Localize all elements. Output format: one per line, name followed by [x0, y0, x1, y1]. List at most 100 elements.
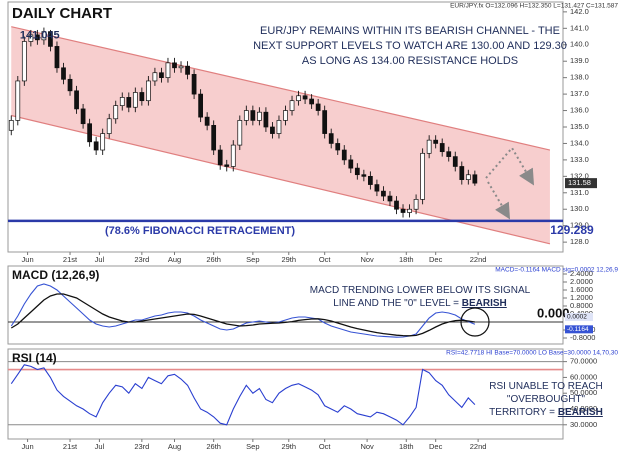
- annotation-part: BEARISH: [558, 407, 603, 418]
- candle-body: [309, 98, 314, 105]
- x-tick-label: 18th: [399, 442, 414, 451]
- candle-body: [433, 139, 439, 144]
- annotation-part: TERRITORY =: [489, 407, 558, 418]
- annotation: AS LONG AS 134.00 RESISTANCE HOLDS: [302, 55, 518, 67]
- candle-body: [465, 174, 471, 180]
- annotation-part: RSI UNABLE TO REACH: [489, 381, 603, 392]
- annotation: NEXT SUPPORT LEVELS TO WATCH ARE 130.00 …: [253, 40, 567, 52]
- value-badge-label: -0.1164: [567, 326, 589, 333]
- annotation-part: "OVERBOUGHT": [507, 394, 586, 405]
- y-tick-label: 2.0000: [570, 277, 593, 286]
- candle-body: [374, 184, 380, 192]
- candle-body: [361, 174, 367, 177]
- candle-body: [35, 34, 40, 41]
- candle-body: [446, 151, 452, 157]
- x-tick-label: Nov: [360, 442, 374, 451]
- candle-body: [322, 110, 328, 134]
- highlight-circle: [460, 307, 490, 337]
- candle-body: [302, 95, 308, 100]
- candle-body: [341, 149, 347, 161]
- annotation: TERRITORY = BEARISH: [489, 407, 603, 418]
- panel-content: [8, 361, 563, 426]
- candle-body: [21, 41, 27, 82]
- y-tick-label: 1.6000: [570, 285, 593, 294]
- candle-body: [178, 65, 184, 69]
- ohlc-info: EUR/JPY.fx O=132.096 H=132.350 L=131.427…: [450, 3, 618, 10]
- last-price-label: 131.58: [568, 178, 591, 187]
- candle-body: [146, 80, 151, 102]
- x-tick-label: Aug: [168, 255, 181, 264]
- y-tick-label: 142.0: [570, 7, 589, 16]
- y-tick-label: 130.0: [570, 204, 589, 213]
- x-tick-label: 23rd: [134, 255, 149, 264]
- candle-body: [394, 200, 399, 210]
- candle-body: [354, 167, 360, 176]
- candle-body: [243, 110, 249, 121]
- candle-body: [61, 67, 66, 80]
- y-tick-label: 138.0: [570, 73, 589, 82]
- candle-body: [335, 143, 341, 151]
- candle-body: [348, 159, 354, 169]
- x-tick-label: Dec: [429, 442, 443, 451]
- x-tick-label: Jul: [95, 255, 105, 264]
- y-tick-label: 50.0000: [570, 388, 597, 397]
- x-tick-label: Aug: [168, 442, 181, 451]
- candle-body: [126, 97, 132, 108]
- panel-content: [8, 283, 563, 338]
- panel-info: RSI=42.7718 HI Base=70.0000 LO Base=30.0…: [446, 350, 618, 357]
- projection-arrow: [487, 181, 511, 220]
- x-tick-label: 23rd: [134, 442, 149, 451]
- y-tick-label: 136.0: [570, 106, 589, 115]
- panel-info: MACD=-0.1164 MACD sig=0.0002 12,26,9: [495, 267, 618, 274]
- candle-body: [67, 78, 73, 92]
- plot-area: 142.0 141.0 140.0 139.0 138.0 137.0 136.0 135.0…: [7, 1, 618, 451]
- x-tick-label: Jul: [95, 442, 105, 451]
- candle-body: [257, 111, 262, 121]
- candle-body: [15, 80, 21, 121]
- last-price-badge: [565, 178, 597, 189]
- x-tick-label: Sep: [246, 442, 259, 451]
- candle-body: [296, 95, 301, 102]
- x-tick-label: 26th: [206, 255, 221, 264]
- channel: [11, 26, 550, 244]
- channel-upper: [11, 26, 551, 151]
- candle-body: [93, 141, 99, 151]
- y-tick-label: 139.0: [570, 56, 589, 65]
- candle-body: [191, 74, 197, 95]
- candle-body: [100, 133, 106, 151]
- y-tick-label: 131.0: [570, 188, 589, 197]
- panel-title: MACD (12,26,9): [12, 268, 99, 282]
- annotation: RSI UNABLE TO REACH: [489, 381, 603, 392]
- candle-body: [400, 208, 406, 213]
- value-badge: [565, 312, 593, 321]
- x-tick-label: 21st: [63, 442, 78, 451]
- candle-body: [230, 144, 236, 167]
- value-badge: [565, 325, 593, 334]
- x-tick-label: 18th: [399, 255, 414, 264]
- x-tick-label: Sep: [246, 255, 259, 264]
- candle-body: [139, 92, 145, 102]
- candle-body: [159, 72, 164, 79]
- zero-label: 0.000: [537, 305, 570, 320]
- candle-body: [8, 120, 14, 131]
- candle-body: [165, 62, 171, 79]
- y-tick-label: 128.0: [570, 237, 589, 246]
- candle-body: [217, 149, 223, 166]
- x-tick-label: 22nd: [470, 255, 487, 264]
- y-tick-label: 60.0000: [570, 372, 597, 381]
- y-tick-label: 129.0: [570, 221, 589, 230]
- x-tick-label: Oct: [319, 442, 332, 451]
- panel-content: [8, 26, 563, 245]
- y-tick-label: 133.0: [570, 155, 589, 164]
- candle-body: [80, 108, 86, 125]
- x-tick-label: 29th: [281, 442, 296, 451]
- x-tick-label: 21st: [63, 255, 78, 264]
- candle-body: [204, 116, 210, 126]
- candle-body: [407, 208, 412, 213]
- candle-body: [276, 120, 282, 134]
- annotation-part: MACD TRENDING LOWER BELOW ITS SIGNAL: [310, 285, 531, 296]
- candle-body: [152, 72, 158, 82]
- annotation: LINE AND THE "0" LEVEL = BEARISH: [333, 298, 507, 309]
- candle-body: [113, 105, 119, 120]
